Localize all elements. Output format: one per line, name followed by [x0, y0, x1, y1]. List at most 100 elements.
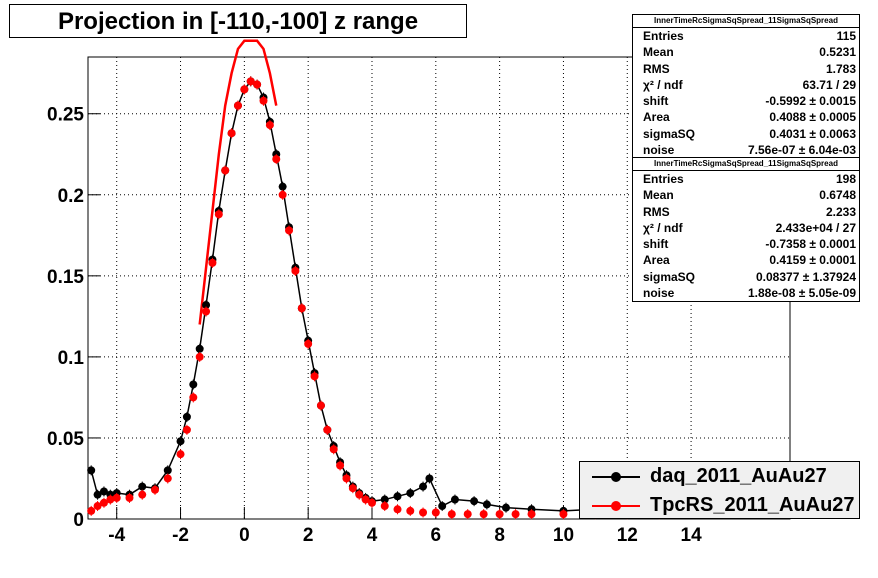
chart-title-box: Projection in [-110,-100] z range	[9, 4, 467, 38]
data-point-tpcrs	[367, 498, 376, 507]
stats-box-daq: InnerTimeRcSigmaSqSpread_11SigmaSqSpread…	[632, 14, 860, 160]
data-point-tpcrs	[163, 474, 172, 483]
stats-name: shift	[643, 237, 669, 252]
stats-name: noise	[643, 143, 675, 158]
x-tick-label: -4	[108, 525, 125, 546]
stats-value: 2.233	[825, 204, 856, 219]
x-tick-label: 12	[617, 525, 638, 546]
data-point-daq	[393, 492, 402, 501]
data-point-tpcrs	[431, 508, 440, 517]
stats-row: Mean 0.6748	[633, 187, 859, 203]
data-point-tpcrs	[278, 190, 287, 199]
x-tick-label: 4	[367, 525, 378, 546]
stats-name: RMS	[643, 204, 670, 219]
stats-name: RMS	[643, 61, 670, 76]
data-point-tpcrs	[259, 96, 268, 105]
data-point-daq	[176, 437, 185, 446]
data-point-daq	[99, 487, 108, 496]
chart-title: Projection in [-110,-100] z range	[57, 8, 419, 35]
x-tick-label: 14	[681, 525, 703, 546]
stats-row: Entries 198	[633, 171, 859, 187]
stats-value: 0.4159 ± 0.0001	[769, 253, 856, 268]
data-point-tpcrs	[495, 510, 504, 519]
stats-row: shift -0.5992 ± 0.0015	[633, 93, 859, 109]
data-point-tpcrs	[393, 505, 402, 514]
stats-value: 0.08377 ± 1.37924	[755, 269, 856, 284]
y-tick-label: 0.15	[47, 267, 84, 288]
data-point-tpcrs	[272, 155, 281, 164]
data-point-daq	[502, 503, 511, 512]
data-point-tpcrs	[176, 450, 185, 459]
data-point-tpcrs	[240, 85, 249, 94]
stats-name: Mean	[643, 45, 674, 60]
data-point-tpcrs	[221, 166, 230, 175]
stats-value: 0.5231	[819, 45, 856, 60]
stats-row: RMS 2.233	[633, 204, 859, 220]
stats-header: InnerTimeRcSigmaSqSpread_11SigmaSqSpread	[633, 158, 859, 171]
stats-name: Entries	[643, 172, 684, 186]
legend: daq_2011_AuAu27 TpcRS_2011_AuAu27	[579, 461, 860, 519]
data-point-daq	[450, 495, 459, 504]
data-point-daq	[482, 500, 491, 509]
stats-row: sigmaSQ 0.4031 ± 0.0063	[633, 126, 859, 142]
data-point-tpcrs	[189, 393, 198, 402]
data-point-tpcrs	[106, 495, 115, 504]
data-point-daq	[278, 182, 287, 191]
data-point-tpcrs	[125, 493, 134, 502]
data-point-tpcrs	[527, 510, 536, 519]
data-point-tpcrs	[463, 510, 472, 519]
stats-name: shift	[643, 94, 669, 109]
stats-name: Area	[643, 253, 670, 268]
data-point-tpcrs	[297, 304, 306, 313]
data-point-tpcrs	[304, 339, 313, 348]
legend-marker-tpcrs	[611, 501, 621, 511]
stats-value: 7.56e-07 ± 6.04e-03	[748, 143, 856, 158]
series-line-daq	[90, 80, 660, 512]
data-point-daq	[87, 466, 96, 475]
data-point-daq	[425, 474, 434, 483]
stats-value: 1.88e-08 ± 5.05e-09	[748, 286, 856, 301]
data-point-daq	[202, 301, 211, 310]
data-point-tpcrs	[253, 80, 262, 89]
data-point-tpcrs	[214, 210, 223, 219]
stats-value: 198	[835, 172, 856, 186]
stats-name: χ² / ndf	[643, 220, 683, 235]
stats-row: noise 7.56e-07 ± 6.04e-03	[633, 142, 859, 158]
data-point-daq	[138, 482, 147, 491]
data-point-daq	[182, 412, 191, 421]
x-tick-label: 10	[553, 525, 574, 546]
data-point-tpcrs	[329, 445, 338, 454]
legend-entry-tpcrs: TpcRS_2011_AuAu27	[580, 492, 859, 520]
stats-value: 0.6748	[819, 188, 856, 203]
y-tick-label: 0.1	[58, 348, 85, 369]
stats-value: 115	[836, 29, 856, 43]
data-point-daq	[163, 466, 172, 475]
stats-row: sigmaSQ 0.08377 ± 1.37924	[633, 269, 859, 285]
stats-box-tpcrs: InnerTimeRcSigmaSqSpread_11SigmaSqSpread…	[632, 157, 860, 303]
stats-row: RMS 1.783	[633, 61, 859, 77]
data-point-daq	[406, 489, 415, 498]
x-tick-label: 6	[431, 525, 442, 546]
legend-marker-daq	[611, 472, 621, 482]
data-point-tpcrs	[342, 474, 351, 483]
stats-row: shift -0.7358 ± 0.0001	[633, 236, 859, 252]
fit-curve	[198, 39, 278, 325]
stats-row: Area 0.4159 ± 0.0001	[633, 252, 859, 268]
stats-name: Mean	[643, 188, 674, 203]
data-point-tpcrs	[233, 101, 242, 110]
data-point-tpcrs	[202, 307, 211, 316]
data-point-daq	[195, 344, 204, 353]
data-point-daq	[189, 380, 198, 389]
stats-name: sigmaSQ	[643, 269, 696, 284]
data-point-daq	[380, 495, 389, 504]
data-point-tpcrs	[138, 490, 147, 499]
data-point-tpcrs	[285, 226, 294, 235]
data-point-tpcrs	[87, 506, 96, 515]
y-tick-label: 0	[73, 510, 84, 531]
y-tick-label: 0.25	[47, 105, 84, 126]
data-point-daq	[470, 497, 479, 506]
legend-label-daq: daq_2011_AuAu27	[650, 465, 827, 487]
stats-name: Area	[643, 110, 670, 125]
data-point-tpcrs	[348, 484, 357, 493]
